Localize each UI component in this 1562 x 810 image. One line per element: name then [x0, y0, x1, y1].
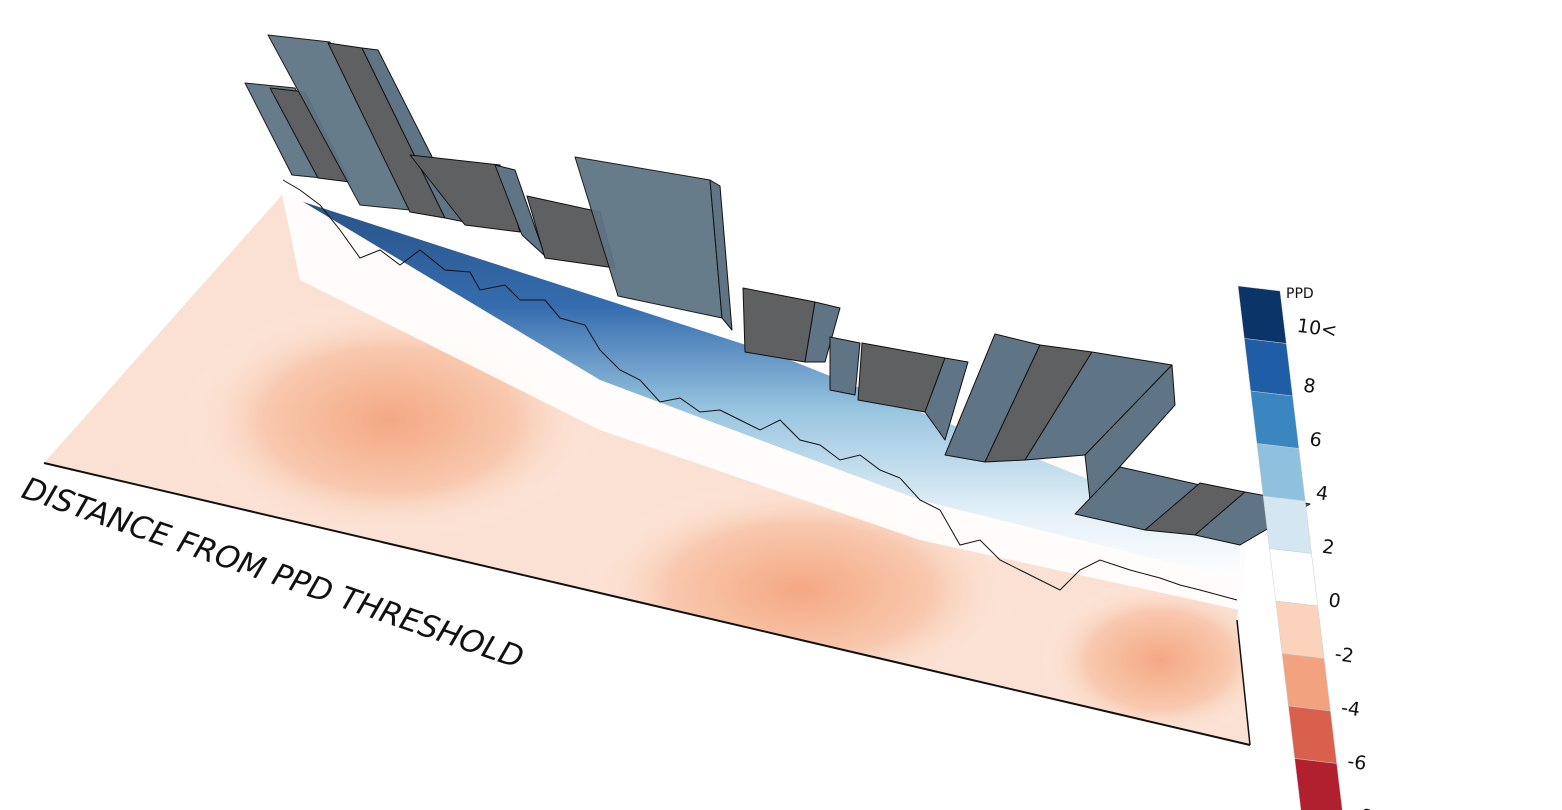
legend-swatch [1237, 285, 1287, 344]
building-7-face [829, 336, 861, 396]
legend-tick-label: 4 [1315, 482, 1330, 505]
legend-swatch [1275, 600, 1325, 659]
legend-tick-label: -2 [1333, 643, 1355, 667]
building-6-top [742, 287, 816, 363]
legend-tick-label: -6 [1346, 750, 1368, 774]
legend-swatch [1250, 390, 1300, 449]
heatmap-floor [43, 179, 1251, 746]
legend-swatch [1288, 705, 1337, 764]
building-6-side [804, 301, 841, 363]
building-7-side [924, 357, 969, 441]
legend-tick-label: -4 [1340, 697, 1362, 721]
legend-tick-label: 2 [1321, 536, 1336, 559]
legend-swatch [1294, 758, 1343, 810]
legend-swatch [1281, 653, 1331, 712]
warm-zone-3 [1040, 580, 1250, 740]
legend-tick-label: 8 [1302, 375, 1317, 398]
legend-tick-label: 10< [1296, 315, 1339, 342]
legend-swatch [1269, 548, 1319, 607]
legend-swatch [1244, 338, 1293, 397]
legend-tick-label: 6 [1308, 428, 1323, 451]
legend-swatch [1262, 495, 1312, 554]
buildings [244, 34, 1311, 546]
legend-unit-label: PPD [1286, 286, 1314, 302]
building-5-side [709, 179, 733, 331]
legend-swatch [1256, 443, 1306, 502]
floor-edge-front [43, 462, 1251, 746]
legend-tick-label: -8 [1352, 804, 1374, 810]
building-3-top [409, 154, 521, 233]
floor-edge-right [1236, 619, 1251, 746]
zero-contour [282, 179, 1238, 601]
legend-tick-label: 0 [1327, 589, 1342, 612]
